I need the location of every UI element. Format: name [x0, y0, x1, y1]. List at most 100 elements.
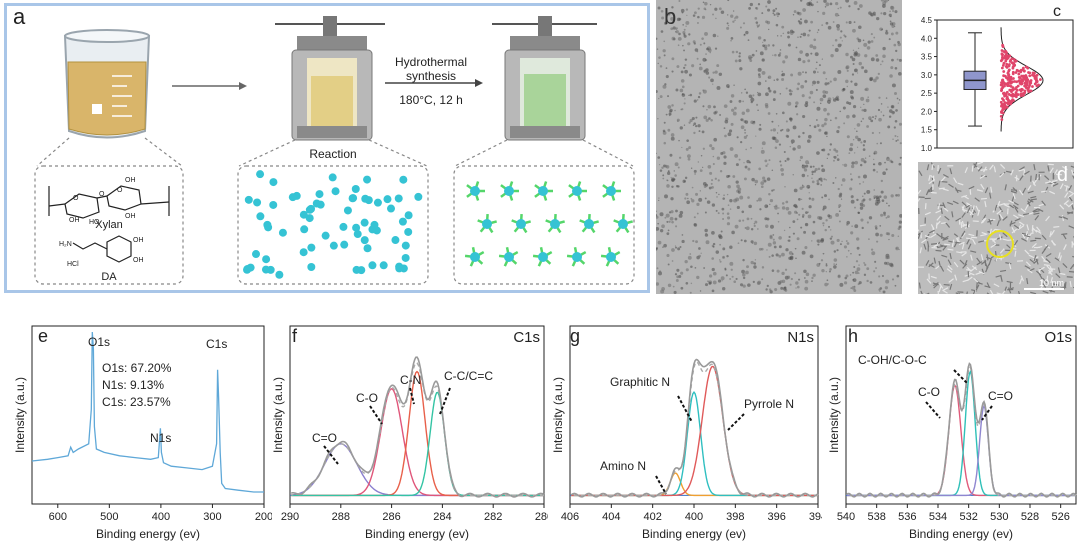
- tem-particle: [783, 33, 785, 35]
- tem-particle: [682, 240, 685, 243]
- peak-annotation: C-O: [356, 391, 378, 405]
- tem-particle: [742, 219, 744, 221]
- lattice-fringe: [1030, 197, 1036, 198]
- lattice-fringe: [936, 250, 942, 251]
- tem-particle: [756, 7, 759, 10]
- reaction-label: Reaction: [309, 147, 356, 161]
- tem-particle: [823, 178, 825, 180]
- tem-particle: [825, 2, 829, 6]
- lattice-fringe: [931, 244, 937, 245]
- tem-particle: [676, 275, 679, 278]
- lattice-fringe: [952, 211, 953, 217]
- tem-particle: [682, 31, 685, 34]
- lattice-fringe: [977, 282, 983, 284]
- tem-particle: [740, 141, 742, 143]
- tem-particle: [876, 143, 878, 145]
- tem-particle: [703, 69, 707, 73]
- tem-particle: [805, 211, 808, 214]
- tem-particle: [731, 269, 733, 271]
- lattice-fringe: [925, 236, 931, 238]
- data-point: [1024, 90, 1027, 93]
- tem-particle: [821, 165, 823, 167]
- tem-particle: [870, 119, 873, 122]
- tem-particle: [801, 33, 803, 35]
- tem-particle: [757, 228, 759, 230]
- tem-particle: [836, 249, 838, 251]
- precursor-dot: [262, 266, 270, 274]
- lattice-fringe: [1070, 281, 1071, 287]
- tem-particle: [729, 278, 731, 280]
- tem-particle: [878, 118, 882, 122]
- lattice-fringe: [953, 201, 958, 204]
- tem-particle: [656, 211, 657, 212]
- tem-particle: [800, 156, 803, 159]
- lattice-fringe: [947, 202, 953, 204]
- tem-particle: [780, 164, 782, 166]
- lattice-fringe: [1007, 245, 1011, 249]
- tem-particle: [697, 124, 700, 127]
- data-point: [1002, 70, 1005, 73]
- tem-particle: [768, 159, 770, 161]
- tem-particle: [680, 211, 684, 215]
- carbon-dot: [470, 186, 480, 196]
- y-axis-label: Intensity (a.u.): [551, 377, 565, 453]
- precursor-dot: [399, 218, 407, 226]
- tem-particle: [900, 142, 902, 144]
- tem-particle: [696, 276, 699, 279]
- tem-particle: [676, 30, 679, 33]
- tem-particle: [698, 255, 701, 258]
- tem-particle: [704, 32, 708, 36]
- lattice-fringe: [981, 184, 984, 189]
- tem-particle: [845, 0, 849, 3]
- tem-particle: [838, 126, 841, 129]
- tem-particle: [662, 174, 664, 176]
- tem-particle: [739, 67, 742, 70]
- tem-particle: [705, 9, 707, 11]
- tem-particle: [677, 119, 680, 122]
- tem-particle: [845, 80, 848, 83]
- tem-particle: [776, 24, 779, 27]
- tem-particle: [701, 37, 704, 40]
- tem-particle: [833, 160, 835, 162]
- carbon-dot: [606, 252, 616, 262]
- y-tick-label: 3.5: [921, 53, 933, 62]
- tem-particle: [674, 170, 675, 171]
- tem-particle: [849, 21, 852, 24]
- tem-particle: [853, 63, 855, 65]
- tem-particle: [713, 272, 717, 276]
- tem-particle: [827, 283, 829, 285]
- lattice-fringe: [967, 222, 968, 228]
- tem-particle: [676, 269, 679, 272]
- tem-particle: [756, 200, 758, 202]
- tem-particle: [849, 187, 852, 190]
- tem-particle: [779, 143, 781, 145]
- tem-particle: [785, 248, 788, 251]
- lattice-fringe: [987, 293, 992, 294]
- tem-particle: [796, 212, 798, 214]
- tem-particle: [889, 38, 891, 40]
- tem-particle: [708, 76, 710, 78]
- precursor-dot: [352, 224, 360, 232]
- tem-particle: [698, 198, 702, 202]
- precursor-dot: [329, 173, 337, 181]
- tem-particle: [694, 223, 697, 226]
- tem-particle: [668, 284, 671, 287]
- lattice-fringe: [956, 293, 961, 294]
- peak-annotation: C-OH/C-O-C: [858, 353, 927, 367]
- tem-particle: [795, 257, 797, 259]
- tem-particle: [675, 89, 678, 92]
- tem-particle: [727, 212, 730, 215]
- lattice-fringe: [919, 171, 922, 176]
- lattice-fringe: [971, 255, 973, 261]
- x-tick-label: 530: [990, 511, 1008, 523]
- lattice-fringe: [943, 189, 949, 191]
- tem-particle: [661, 167, 663, 169]
- tem-particle: [858, 48, 859, 49]
- svg-text:OH: OH: [125, 213, 136, 220]
- tem-particle: [899, 59, 902, 62]
- lattice-fringe: [1018, 215, 1024, 217]
- panel-b-label: b: [664, 4, 676, 30]
- tem-particle: [727, 14, 728, 15]
- lattice-fringe: [927, 164, 928, 170]
- lattice-fringe: [1027, 224, 1029, 230]
